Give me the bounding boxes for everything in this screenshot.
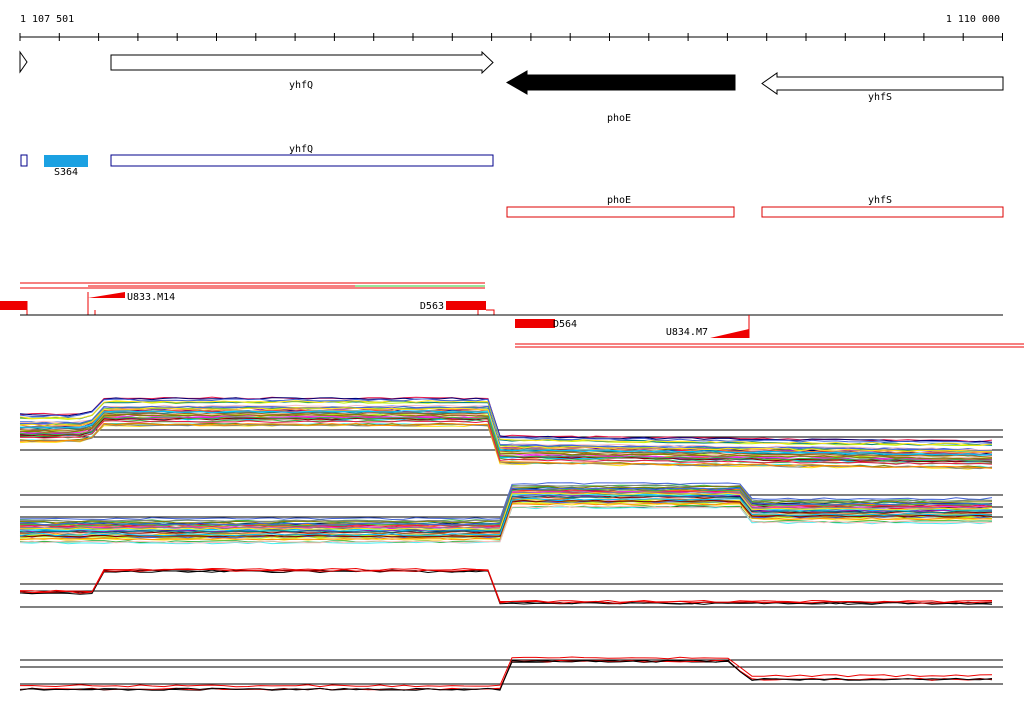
annotation-box (20, 154, 28, 167)
signal-line (19, 423, 993, 470)
signal-line (19, 420, 993, 465)
annotation-label: yhfS (868, 195, 892, 206)
segment-tick (477, 309, 495, 315)
signal-line (19, 397, 993, 443)
signal-line (19, 400, 993, 446)
signal-line (19, 400, 993, 446)
signal-line (19, 410, 993, 456)
annotation-box (506, 206, 735, 218)
signal-line (19, 569, 993, 605)
annotation-box (44, 155, 88, 167)
signal-line (19, 487, 993, 526)
segment-label: D564 (553, 319, 577, 330)
annotation-box (761, 206, 1004, 218)
signal-line (19, 416, 993, 462)
segment-block (0, 301, 27, 310)
signal-line (19, 482, 993, 521)
signal-line (19, 495, 992, 534)
signal-line (19, 413, 993, 460)
segment-tick (26, 292, 96, 315)
ruler-start: 1 107 501 (20, 14, 74, 25)
signal-line (19, 407, 993, 452)
segment-flag (88, 292, 125, 298)
segment-block (515, 319, 555, 328)
segment-label: U833.M14 (127, 292, 175, 303)
signal-line (19, 412, 993, 458)
signal-line (19, 408, 993, 454)
signal-line (19, 422, 993, 469)
gene-label: yhfS (868, 92, 892, 103)
gene-arrow (505, 70, 736, 95)
annotation-label: S364 (54, 167, 78, 178)
signal-line (19, 499, 993, 538)
signal-line (19, 505, 993, 544)
gene-arrow (19, 50, 28, 74)
segment-block (446, 301, 486, 310)
signal-line (19, 405, 993, 452)
signal-line (19, 568, 993, 604)
signal-tracks (19, 396, 1003, 691)
gene-label: phoE (607, 113, 631, 124)
ruler-ticks (19, 33, 1003, 41)
segment-flag (710, 329, 749, 338)
segment-label: D563 (420, 301, 444, 312)
annotation-label: yhfQ (289, 144, 313, 155)
annotation-box (110, 154, 494, 167)
signal-line (19, 502, 993, 541)
annotation-label: phoE (607, 195, 631, 206)
gene-label: yhfQ (289, 80, 313, 91)
signal-line (19, 659, 993, 691)
signal-line (19, 656, 993, 688)
gene-arrow (110, 50, 494, 75)
signal-line (19, 567, 993, 603)
signal-line (19, 498, 993, 537)
signal-line (19, 398, 993, 444)
ruler-end: 1 110 000 (946, 14, 1000, 25)
signal-line (19, 492, 993, 531)
signal-line (19, 484, 993, 523)
signal-line (19, 570, 993, 605)
segment-label: U834.M7 (666, 327, 708, 338)
gene-arrow (761, 72, 1004, 95)
